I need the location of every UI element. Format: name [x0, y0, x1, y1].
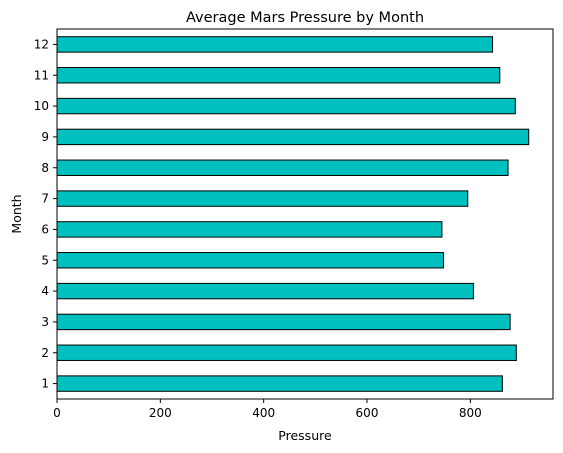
x-axis-label: Pressure [278, 428, 332, 443]
y-tick-label: 6 [41, 222, 49, 236]
chart-title: Average Mars Pressure by Month [186, 10, 424, 26]
y-tick-label: 7 [41, 192, 49, 206]
y-tick-label: 8 [41, 161, 49, 175]
x-tick-label: 800 [459, 406, 482, 420]
plot-frame [56, 28, 554, 400]
bar-month-3 [56, 313, 511, 331]
y-axis-label: Month [9, 194, 24, 233]
bars-group [56, 36, 530, 392]
bar-month-8 [56, 159, 509, 176]
bar-month-11 [56, 67, 501, 84]
y-tick-label: 5 [41, 253, 49, 267]
bar-month-9 [56, 128, 530, 146]
y-tick-label: 12 [34, 37, 49, 51]
bar-month-12 [56, 36, 494, 53]
x-tick-label: 400 [252, 406, 275, 420]
y-tick-label: 11 [34, 68, 49, 82]
x-tick-label: 600 [356, 406, 379, 420]
bar-month-1 [56, 375, 503, 392]
x-tick-label: 200 [149, 406, 172, 420]
y-tick-label: 10 [34, 99, 49, 113]
bar-month-6 [56, 221, 443, 238]
y-tick-label: 9 [41, 130, 49, 144]
bar-month-5 [56, 252, 444, 269]
bar-month-10 [56, 97, 516, 115]
x-tick-label: 0 [53, 406, 61, 420]
y-tick-label: 2 [41, 346, 49, 360]
y-tick-label: 3 [41, 315, 49, 329]
x-axis-ticks: 0 200 400 600 800 [53, 399, 482, 420]
bar-month-7 [56, 190, 469, 207]
bar-month-2 [56, 344, 517, 361]
bar-month-4 [56, 282, 474, 300]
y-tick-label: 1 [41, 377, 49, 391]
y-tick-label: 4 [41, 284, 49, 298]
